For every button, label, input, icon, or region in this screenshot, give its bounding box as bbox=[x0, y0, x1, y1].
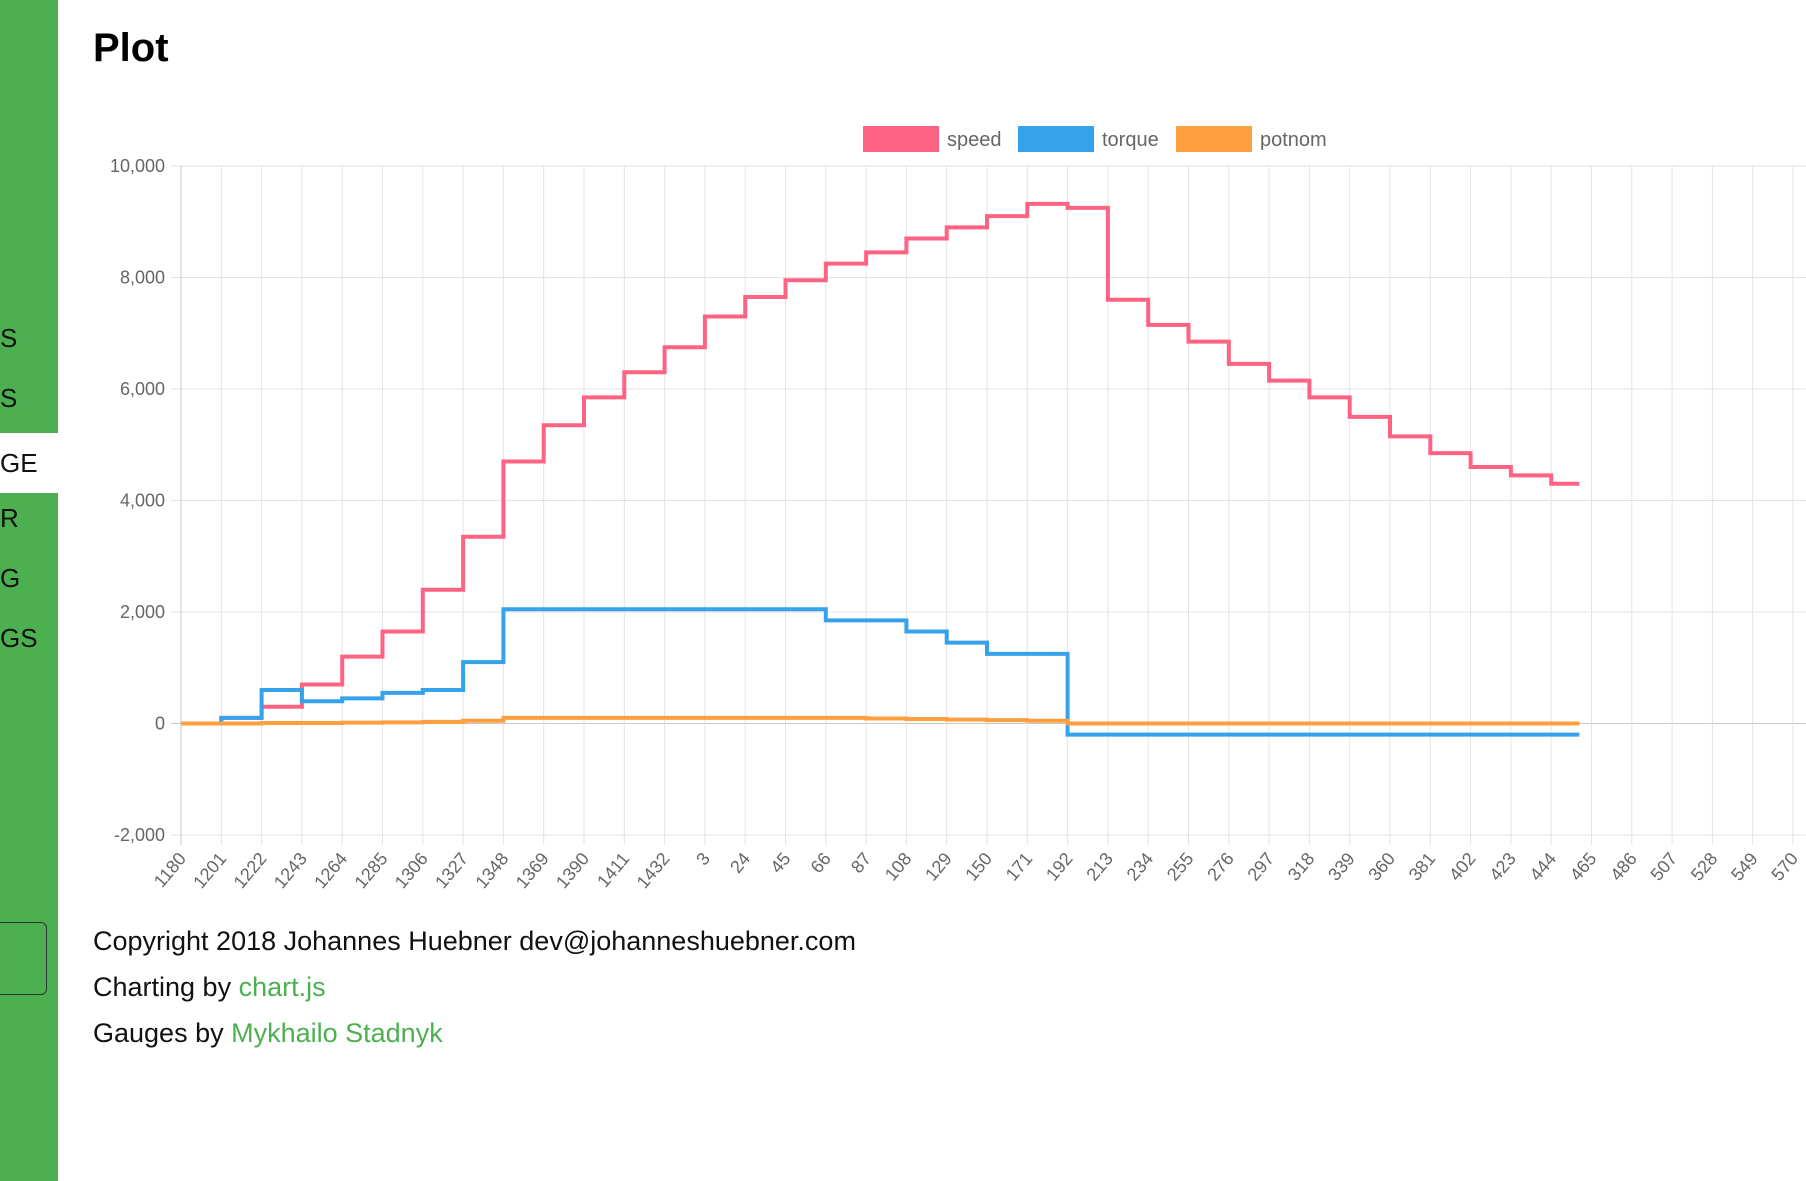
x-tick-label: 486 bbox=[1606, 849, 1641, 885]
x-tick-label: 1264 bbox=[310, 849, 351, 893]
legend-swatch-torque bbox=[1018, 126, 1094, 152]
x-tick-label: 108 bbox=[881, 849, 916, 885]
sidebar-item-active[interactable]: GE bbox=[0, 433, 58, 493]
sidebar-item-4[interactable]: R bbox=[0, 503, 19, 533]
x-tick-label: 1180 bbox=[150, 849, 190, 892]
legend-label-speed: speed bbox=[947, 129, 1002, 151]
x-tick-label: 1243 bbox=[270, 849, 311, 893]
legend: speed torque potnom bbox=[863, 126, 1327, 152]
x-tick-label: 318 bbox=[1284, 849, 1319, 885]
series-line-speed bbox=[181, 201, 1580, 726]
x-tick-label: 255 bbox=[1163, 849, 1198, 885]
y-tick-label: 4,000 bbox=[120, 491, 165, 511]
x-tick-label: 570 bbox=[1767, 849, 1802, 885]
page-title: Plot bbox=[93, 26, 169, 70]
x-tick-label: 465 bbox=[1566, 849, 1601, 885]
sidebar-item-5[interactable]: G bbox=[0, 563, 21, 593]
y-tick-label: -2,000 bbox=[114, 825, 165, 845]
x-axis-ticks: 1180 1201 1222 1243 1264 1285 1306 1327 1348 1369… bbox=[150, 849, 1802, 893]
y-tick-label: 6,000 bbox=[120, 379, 165, 399]
x-tick-label: 1369 bbox=[512, 849, 553, 893]
x-tick-label: 423 bbox=[1485, 849, 1520, 885]
series-line-potnom bbox=[181, 715, 1580, 726]
x-tick-label: 297 bbox=[1244, 849, 1279, 885]
series-line-torque bbox=[181, 607, 1580, 737]
x-tick-label: 507 bbox=[1647, 849, 1682, 885]
x-tick-label: 276 bbox=[1203, 849, 1238, 885]
chart-grid bbox=[171, 165, 1806, 845]
sidebar-item-6[interactable]: GS bbox=[0, 623, 38, 653]
sidebar: S S GE R G GS bbox=[0, 0, 58, 1181]
x-tick-label: 1327 bbox=[431, 849, 472, 893]
x-tick-label: 150 bbox=[961, 849, 996, 885]
sidebar-item-1[interactable]: S bbox=[0, 323, 18, 353]
x-tick-label: 3 bbox=[692, 849, 714, 870]
y-tick-label: 2,000 bbox=[120, 602, 165, 622]
x-tick-label: 171 bbox=[1002, 849, 1037, 885]
legend-label-torque: torque bbox=[1102, 129, 1159, 151]
x-tick-label: 1306 bbox=[391, 849, 432, 893]
x-tick-label: 402 bbox=[1445, 849, 1480, 885]
x-tick-label: 234 bbox=[1123, 849, 1158, 885]
legend-swatch-potnom bbox=[1176, 126, 1252, 152]
legend-swatch-speed bbox=[863, 126, 939, 152]
x-tick-label: 1411 bbox=[593, 849, 633, 892]
charting-prefix: Charting by bbox=[93, 972, 239, 1002]
y-tick-label: 10,000 bbox=[110, 156, 165, 176]
x-tick-label: 1201 bbox=[189, 849, 230, 893]
x-tick-label: 1432 bbox=[633, 849, 674, 893]
x-tick-label: 528 bbox=[1687, 849, 1722, 885]
x-tick-label: 45 bbox=[766, 849, 794, 877]
x-tick-label: 192 bbox=[1042, 849, 1077, 885]
gauges-credit: Gauges by Mykhailo Stadnyk bbox=[93, 1018, 443, 1049]
x-tick-label: 444 bbox=[1526, 849, 1561, 885]
charting-credit: Charting by chart.js bbox=[93, 972, 326, 1003]
y-tick-label: 0 bbox=[155, 714, 165, 734]
x-tick-label: 87 bbox=[847, 849, 875, 877]
chartjs-link[interactable]: chart.js bbox=[238, 972, 326, 1002]
x-tick-label: 66 bbox=[807, 849, 835, 877]
gauges-prefix: Gauges by bbox=[93, 1018, 232, 1048]
x-tick-label: 213 bbox=[1082, 849, 1117, 885]
x-tick-label: 1222 bbox=[230, 849, 271, 893]
x-tick-label: 24 bbox=[726, 849, 754, 877]
sidebar-item-2[interactable]: S bbox=[0, 383, 18, 413]
copyright-text: Copyright 2018 Johannes Huebner dev@joha… bbox=[93, 926, 856, 956]
mykhailo-stadnyk-link[interactable]: Mykhailo Stadnyk bbox=[231, 1018, 443, 1048]
x-tick-label: 549 bbox=[1727, 849, 1762, 885]
series-lines bbox=[181, 201, 1580, 737]
x-tick-label: 381 bbox=[1405, 849, 1440, 885]
x-tick-label: 339 bbox=[1324, 849, 1359, 885]
x-tick-label: 1285 bbox=[351, 849, 392, 893]
sidebar-button[interactable] bbox=[0, 922, 47, 995]
x-tick-label: 1390 bbox=[552, 849, 593, 893]
legend-label-potnom: potnom bbox=[1260, 129, 1327, 151]
y-tick-label: 8,000 bbox=[120, 268, 165, 288]
x-tick-label: 1348 bbox=[471, 849, 512, 893]
x-tick-label: 129 bbox=[921, 849, 956, 885]
x-tick-label: 360 bbox=[1364, 849, 1399, 885]
y-axis-ticks: 10,000 8,000 6,000 4,000 2,000 0 -2,000 bbox=[110, 156, 165, 845]
